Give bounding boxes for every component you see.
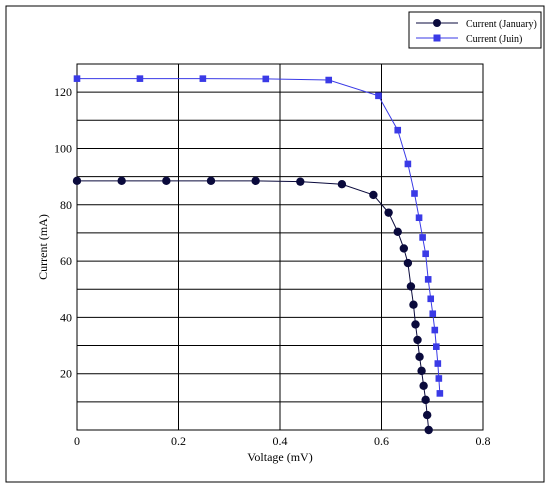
legend-marker-january — [433, 19, 441, 27]
tick-labels: 0 0.2 0.4 0.6 0.8 20 40 60 80 100 120 — [54, 85, 491, 448]
data-point-current-juin — [375, 92, 382, 100]
data-point-current-juin — [136, 75, 144, 82]
data-point-current-juin — [199, 75, 207, 82]
data-point-current-january — [162, 176, 171, 186]
legend-box — [408, 11, 542, 49]
y-tick-label: 60 — [60, 254, 72, 268]
legend-label-juin: Current (Juin) — [466, 34, 522, 45]
x-tick-label: 0.8 — [476, 434, 491, 448]
data-point-current-january — [409, 300, 418, 309]
data-point-current-juin — [394, 126, 402, 134]
data-point-current-january — [206, 176, 216, 186]
y-tick-label: 20 — [60, 367, 72, 381]
data-point-current-juin — [435, 375, 443, 382]
data-point-current-juin — [73, 75, 81, 82]
data-point-current-january — [415, 352, 424, 361]
data-point-current-juin — [262, 75, 270, 83]
data-point-current-january — [417, 366, 426, 376]
data-point-current-january — [399, 244, 409, 253]
y-axis-label: Current (mA) — [36, 214, 50, 280]
legend-marker-juin — [433, 34, 441, 42]
data-point-current-january — [369, 190, 378, 200]
data-point-current-juin — [424, 276, 432, 283]
data-point-current-juin — [404, 160, 412, 168]
data-point-current-juin — [427, 295, 435, 303]
data-point-current-juin — [411, 190, 418, 197]
x-tick-label: 0.4 — [273, 434, 288, 448]
data-point-current-juin — [429, 310, 437, 318]
data-point-current-january — [406, 282, 416, 291]
series-line-current-january — [77, 180, 430, 431]
plot-area — [76, 63, 484, 431]
data-point-current-january — [384, 208, 393, 217]
y-tick-label: 80 — [60, 198, 72, 212]
legend: Current (January) Current (Juin) — [408, 11, 542, 49]
data-point-current-juin — [325, 76, 333, 84]
x-tick-label: 0 — [74, 434, 80, 448]
series-layer — [72, 75, 444, 435]
x-tick-label: 0.6 — [374, 434, 389, 448]
data-point-current-january — [393, 227, 402, 236]
y-tick-label: 40 — [60, 310, 72, 324]
x-tick-label: 0.2 — [171, 434, 186, 448]
data-point-current-january — [422, 410, 432, 420]
legend-label-january: Current (January) — [466, 19, 537, 30]
data-point-current-juin — [415, 214, 423, 222]
y-tick-label: 120 — [54, 85, 72, 99]
data-point-current-january — [421, 395, 430, 405]
data-point-current-january — [403, 258, 413, 268]
data-point-current-juin — [436, 390, 444, 397]
data-point-current-january — [117, 176, 126, 186]
data-point-current-january — [251, 176, 260, 186]
data-point-current-juin — [419, 234, 426, 241]
data-point-current-january — [413, 335, 422, 345]
data-point-current-juin — [422, 250, 429, 258]
data-point-current-january — [296, 177, 305, 186]
data-point-current-january — [419, 381, 428, 390]
data-point-current-january — [337, 180, 347, 189]
data-point-current-juin — [431, 326, 439, 334]
data-point-current-january — [411, 320, 420, 329]
data-point-current-january — [424, 425, 433, 435]
outer-border — [5, 5, 545, 483]
data-point-current-juin — [433, 343, 440, 350]
data-point-current-january — [72, 176, 82, 186]
data-point-current-juin — [434, 360, 442, 367]
y-tick-label: 100 — [54, 141, 72, 155]
x-axis-label: Voltage (mV) — [247, 450, 312, 464]
grid — [77, 64, 483, 430]
